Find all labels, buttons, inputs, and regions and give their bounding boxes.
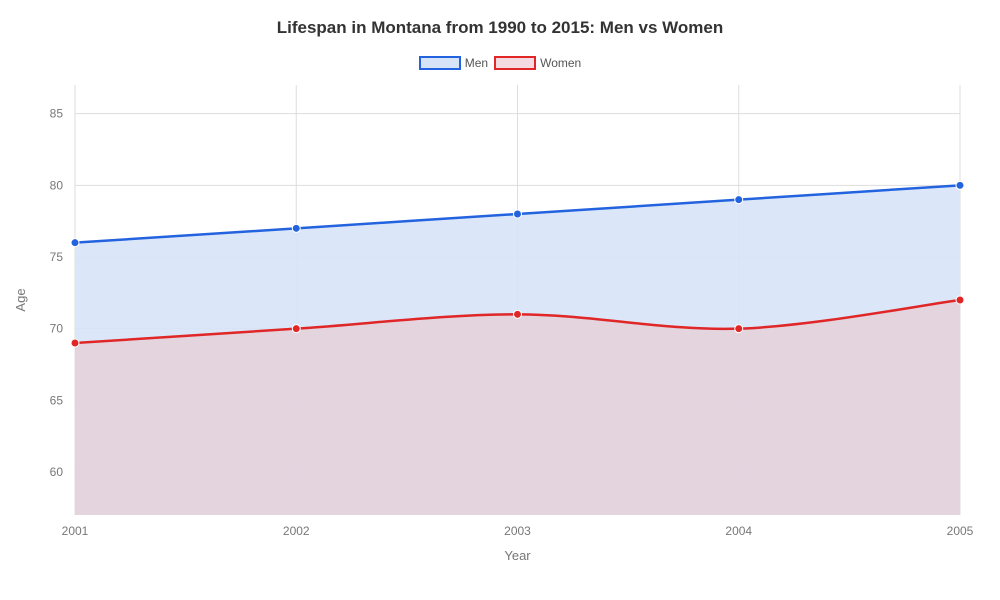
svg-text:2001: 2001 (62, 524, 89, 538)
chart-plot: 60 65 70 75 80 85 2001 2002 2003 2004 2005 Year Age (0, 70, 1000, 590)
svg-text:Age: Age (13, 288, 28, 311)
svg-text:65: 65 (50, 393, 64, 407)
legend-item-men[interactable]: Men (419, 56, 488, 70)
chart-title: Lifespan in Montana from 1990 to 2015: M… (0, 0, 1000, 38)
legend-item-women[interactable]: Women (494, 56, 581, 70)
svg-text:2002: 2002 (283, 524, 310, 538)
chart-container: Lifespan in Montana from 1990 to 2015: M… (0, 0, 1000, 600)
svg-text:60: 60 (50, 465, 64, 479)
legend: Men Women (0, 56, 1000, 70)
svg-text:Year: Year (504, 548, 531, 563)
svg-text:70: 70 (50, 322, 64, 336)
svg-text:85: 85 (50, 107, 64, 121)
svg-text:2004: 2004 (725, 524, 752, 538)
svg-text:75: 75 (50, 250, 64, 264)
legend-swatch-men (419, 56, 461, 70)
legend-label-men: Men (465, 56, 488, 70)
svg-text:2003: 2003 (504, 524, 531, 538)
legend-swatch-women (494, 56, 536, 70)
svg-text:80: 80 (50, 178, 64, 192)
svg-text:2005: 2005 (947, 524, 974, 538)
legend-label-women: Women (540, 56, 581, 70)
